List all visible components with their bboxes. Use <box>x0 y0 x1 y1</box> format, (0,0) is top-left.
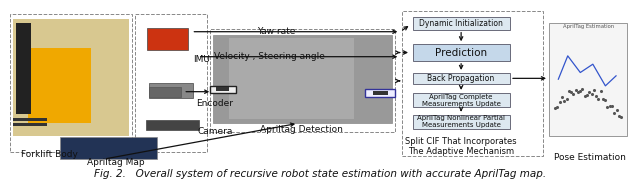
Point <box>557 95 567 99</box>
Point <box>586 92 596 95</box>
Bar <box>60 138 157 159</box>
Text: Yaw rate: Yaw rate <box>257 27 295 36</box>
Point <box>593 97 604 100</box>
Text: Apriltag Map: Apriltag Map <box>87 158 145 167</box>
Bar <box>211 29 396 132</box>
Bar <box>135 14 207 152</box>
Point <box>598 97 608 100</box>
Text: Dynamic Initialization: Dynamic Initialization <box>419 19 503 28</box>
Text: AprilTag Nonlinear Partial
Measurements Update: AprilTag Nonlinear Partial Measurements … <box>417 115 505 128</box>
Bar <box>146 120 199 130</box>
Text: Prediction: Prediction <box>435 47 487 58</box>
Bar <box>10 14 132 152</box>
Point <box>589 89 599 92</box>
Point <box>600 98 611 101</box>
FancyBboxPatch shape <box>413 73 509 84</box>
Point <box>550 106 561 109</box>
Point <box>564 89 574 92</box>
Bar <box>210 86 236 93</box>
Bar <box>13 19 129 136</box>
Bar <box>216 87 229 91</box>
Point <box>577 87 588 90</box>
Bar <box>213 35 392 122</box>
Text: AprilTag Estimation: AprilTag Estimation <box>563 24 614 29</box>
Bar <box>229 38 355 119</box>
Point <box>616 116 626 119</box>
Bar <box>149 87 180 97</box>
Point <box>609 111 620 114</box>
Text: IMU: IMU <box>193 55 209 64</box>
Bar <box>372 91 388 94</box>
Bar <box>28 48 91 122</box>
FancyBboxPatch shape <box>413 44 509 61</box>
Bar <box>13 118 47 121</box>
FancyBboxPatch shape <box>413 115 509 129</box>
Point <box>605 105 615 108</box>
Point <box>611 109 621 112</box>
Point <box>561 97 572 100</box>
FancyBboxPatch shape <box>413 93 509 107</box>
Bar <box>16 23 31 114</box>
Bar <box>147 28 188 50</box>
Bar <box>549 23 627 136</box>
Bar <box>13 123 47 126</box>
Point <box>566 90 576 93</box>
Text: AprilTag Complete
Measurements Update: AprilTag Complete Measurements Update <box>422 93 500 106</box>
Point <box>595 89 605 93</box>
Text: Encoder: Encoder <box>196 99 234 108</box>
Text: Forklift Body: Forklift Body <box>20 151 77 160</box>
Point <box>568 93 579 96</box>
Point <box>555 101 565 104</box>
Point <box>614 114 624 117</box>
Text: Back Propagation: Back Propagation <box>428 74 495 83</box>
Text: Split CIF That Incorporates
The Adaptive Mechanism: Split CIF That Incorporates The Adaptive… <box>405 137 517 156</box>
Point <box>582 93 592 97</box>
Bar <box>149 83 193 98</box>
Bar <box>365 89 396 96</box>
Text: Camera: Camera <box>198 127 233 136</box>
Point <box>559 99 570 102</box>
Point <box>584 90 595 93</box>
Point <box>570 88 580 91</box>
Text: Pose Estimation: Pose Estimation <box>554 153 626 162</box>
Point <box>575 90 586 93</box>
Text: Apriltag Detection: Apriltag Detection <box>260 125 342 134</box>
Point <box>607 105 617 108</box>
Point <box>573 91 583 94</box>
Point <box>602 105 612 108</box>
Point <box>580 94 590 97</box>
Text: Velocity , Steering angle: Velocity , Steering angle <box>214 52 325 61</box>
Bar <box>401 11 543 156</box>
Point <box>591 94 601 97</box>
Text: Fig. 2.   Overall system of recursive robot state estimation with accurate April: Fig. 2. Overall system of recursive robo… <box>94 169 546 179</box>
Point <box>552 106 563 109</box>
FancyBboxPatch shape <box>413 17 509 30</box>
